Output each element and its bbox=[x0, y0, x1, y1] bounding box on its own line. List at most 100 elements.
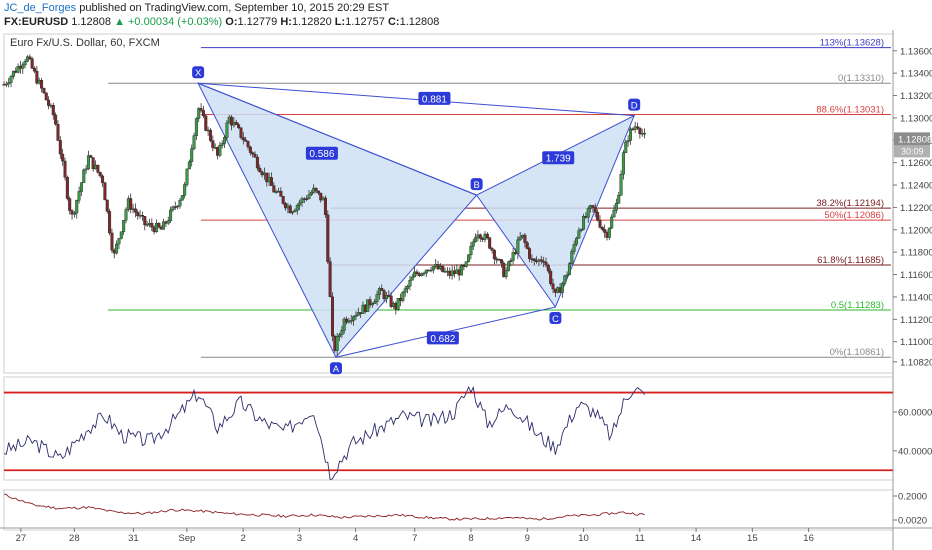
candle-body bbox=[624, 141, 628, 153]
candle-body bbox=[330, 296, 334, 337]
candle-body bbox=[28, 56, 32, 59]
candle-body bbox=[396, 298, 400, 310]
candle-body bbox=[295, 204, 299, 211]
pattern-point-badge bbox=[549, 311, 562, 324]
candle-body bbox=[485, 233, 489, 238]
candle-body bbox=[96, 164, 100, 173]
candle-body bbox=[617, 195, 621, 204]
candle-body bbox=[115, 243, 119, 254]
candle-body bbox=[429, 269, 433, 272]
candle-body bbox=[612, 209, 616, 218]
time-tick-label: 28 bbox=[69, 533, 80, 544]
price-tick-label: 1.11400 bbox=[900, 292, 932, 303]
candle-body bbox=[246, 141, 250, 148]
candle-body bbox=[79, 182, 83, 192]
close-label: C: bbox=[387, 16, 400, 28]
candle-body bbox=[574, 237, 578, 245]
candle-body bbox=[183, 184, 187, 196]
candle-body bbox=[570, 251, 574, 264]
candle-body bbox=[499, 259, 503, 264]
candle-body bbox=[201, 110, 205, 117]
fib-level-label: 88.6%(1.13031) bbox=[816, 104, 884, 115]
pattern-point-c: C bbox=[552, 314, 559, 325]
candle-body bbox=[340, 330, 344, 335]
candle-body bbox=[488, 237, 492, 249]
price-tick-label: 1.12000 bbox=[900, 225, 932, 236]
candle-body bbox=[272, 185, 276, 193]
candle-body bbox=[490, 248, 494, 251]
candle-body bbox=[11, 70, 15, 77]
last-price-tag-label: 1.12808 bbox=[898, 134, 932, 145]
candle-body bbox=[342, 318, 346, 331]
candle-body bbox=[155, 222, 159, 233]
candle-body bbox=[281, 196, 285, 204]
pattern-xb-line bbox=[197, 82, 477, 196]
candle-body bbox=[403, 288, 407, 293]
pattern-point-a: A bbox=[333, 364, 340, 375]
candle-body bbox=[528, 248, 532, 259]
price-tick-label: 1.12400 bbox=[900, 181, 932, 192]
candle-body bbox=[178, 200, 182, 207]
candle-body bbox=[316, 190, 320, 194]
candle-body bbox=[166, 220, 170, 224]
author-link[interactable]: JC_de_Forges bbox=[4, 2, 77, 14]
candle-body bbox=[108, 211, 112, 234]
indicator-tick-label: 0.2000 bbox=[898, 492, 927, 503]
candle-body bbox=[424, 269, 428, 274]
countdown-tag-label: 30:09 bbox=[901, 146, 924, 156]
candle-body bbox=[98, 171, 102, 177]
candle-body bbox=[251, 152, 255, 155]
candle-body bbox=[509, 260, 513, 262]
candle-body bbox=[185, 168, 189, 185]
candle-body bbox=[619, 174, 623, 196]
pane-frame-2 bbox=[3, 489, 894, 531]
candle-body bbox=[370, 303, 374, 306]
candle-body bbox=[180, 195, 184, 201]
candle-body bbox=[420, 273, 424, 276]
high-label: H: bbox=[280, 16, 292, 28]
candle-body bbox=[291, 211, 295, 214]
candle-body bbox=[377, 288, 381, 295]
candle-body bbox=[54, 114, 58, 125]
candle-body bbox=[122, 219, 126, 232]
candle-body bbox=[565, 274, 569, 277]
candle-body bbox=[598, 219, 602, 228]
candle-body bbox=[86, 155, 90, 170]
oscillator-tick-label: 60.0000 bbox=[898, 407, 932, 418]
price-tick-label: 1.11200 bbox=[900, 315, 932, 326]
candle-body bbox=[171, 206, 175, 211]
published-text: published on TradingView.com, September … bbox=[79, 2, 390, 14]
candle-body bbox=[586, 208, 590, 218]
time-tick-label: 27 bbox=[16, 533, 27, 544]
candle-body bbox=[21, 64, 25, 69]
candle-body bbox=[368, 299, 372, 306]
candle-body bbox=[244, 139, 248, 142]
candle-body bbox=[187, 161, 191, 170]
close-value: 1.12808 bbox=[399, 16, 440, 28]
candle-body bbox=[230, 116, 234, 126]
time-tick-label: 4 bbox=[353, 533, 358, 544]
pattern-point-d: D bbox=[631, 101, 638, 112]
candle-body bbox=[101, 175, 105, 183]
candle-body bbox=[140, 215, 144, 217]
candle-body bbox=[345, 318, 349, 323]
candle-body bbox=[596, 211, 600, 221]
candle-body bbox=[474, 237, 478, 243]
candle-body bbox=[354, 315, 358, 317]
candle-body bbox=[539, 259, 543, 262]
oscillator-line bbox=[3, 385, 645, 480]
candle-body bbox=[25, 56, 29, 62]
last-price-tag bbox=[894, 132, 930, 146]
ratio-label: 0.881 bbox=[422, 94, 447, 105]
candle-body bbox=[44, 92, 48, 101]
candle-body bbox=[237, 124, 241, 128]
fib-level-label: 0%(1.10861) bbox=[830, 347, 884, 358]
candle-body bbox=[75, 199, 79, 214]
pattern-point-badge bbox=[628, 98, 641, 111]
candle-body bbox=[384, 295, 388, 299]
candle-body bbox=[319, 192, 323, 201]
price-tick-label: 1.11800 bbox=[900, 248, 932, 259]
candle-body bbox=[223, 137, 227, 144]
candle-body bbox=[119, 231, 123, 239]
